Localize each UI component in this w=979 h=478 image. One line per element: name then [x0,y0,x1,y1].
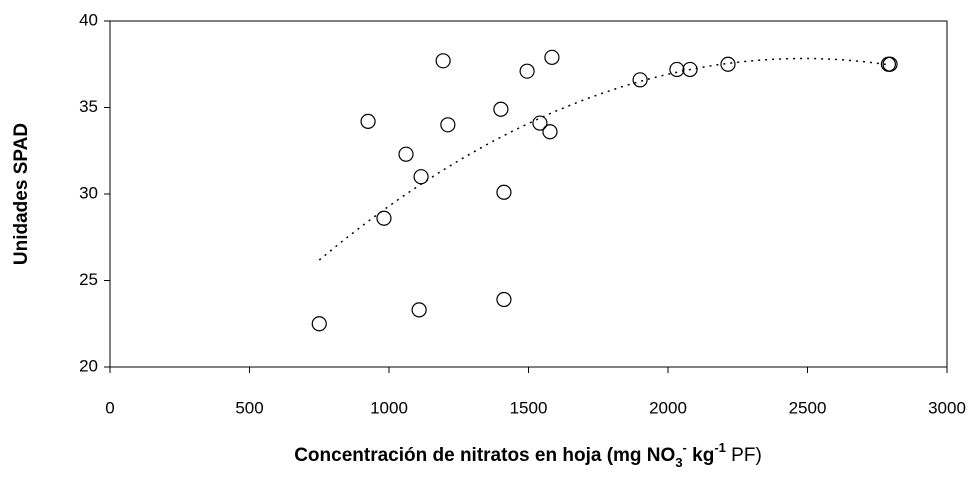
x-tick-label: 1000 [370,398,408,417]
data-point [496,184,512,200]
data-point [882,56,898,72]
plot-frame [109,20,948,368]
data-point [632,72,648,88]
data-point [532,115,548,131]
data-point [413,169,429,185]
x-axis-title-part: -1 [714,440,726,455]
x-axis-title-part: - [683,440,687,455]
x-tick-label: 2000 [649,398,687,417]
data-point [542,124,558,140]
data-point [519,63,535,79]
y-axis-title: Unidades SPAD [11,123,32,265]
data-point [376,210,392,226]
data-point [544,49,560,65]
data-point [669,61,685,78]
x-tick-label: 1500 [510,398,548,417]
x-axis-title-part: kg [687,445,714,466]
x-axis-title-part: 3 [675,455,682,470]
x-axis-title-part: Concentración de nitratos en hoja (mg NO [294,445,675,466]
x-tick-label: 500 [235,398,263,417]
data-point [398,146,414,162]
data-point [435,53,451,69]
data-point [493,101,509,117]
data-point [440,117,456,133]
x-tick-label: 3000 [928,398,966,417]
data-point [682,61,698,78]
trend-line [318,57,891,261]
y-tick-label: 40 [79,10,98,29]
x-tick-label: 2500 [789,398,827,417]
y-tick-label: 30 [79,183,98,202]
data-point [720,56,736,72]
data-point [360,113,376,129]
y-tick-label: 35 [79,97,98,116]
data-point [311,316,327,332]
data-point [411,302,427,318]
y-tick-label: 20 [79,356,98,375]
x-axis-title: Concentración de nitratos en hoja (mg NO… [294,440,762,470]
y-tick-label: 25 [79,270,98,289]
data-point [496,291,512,308]
x-tick-label: 0 [105,398,114,417]
x-axis-title-part: PF) [726,445,762,466]
